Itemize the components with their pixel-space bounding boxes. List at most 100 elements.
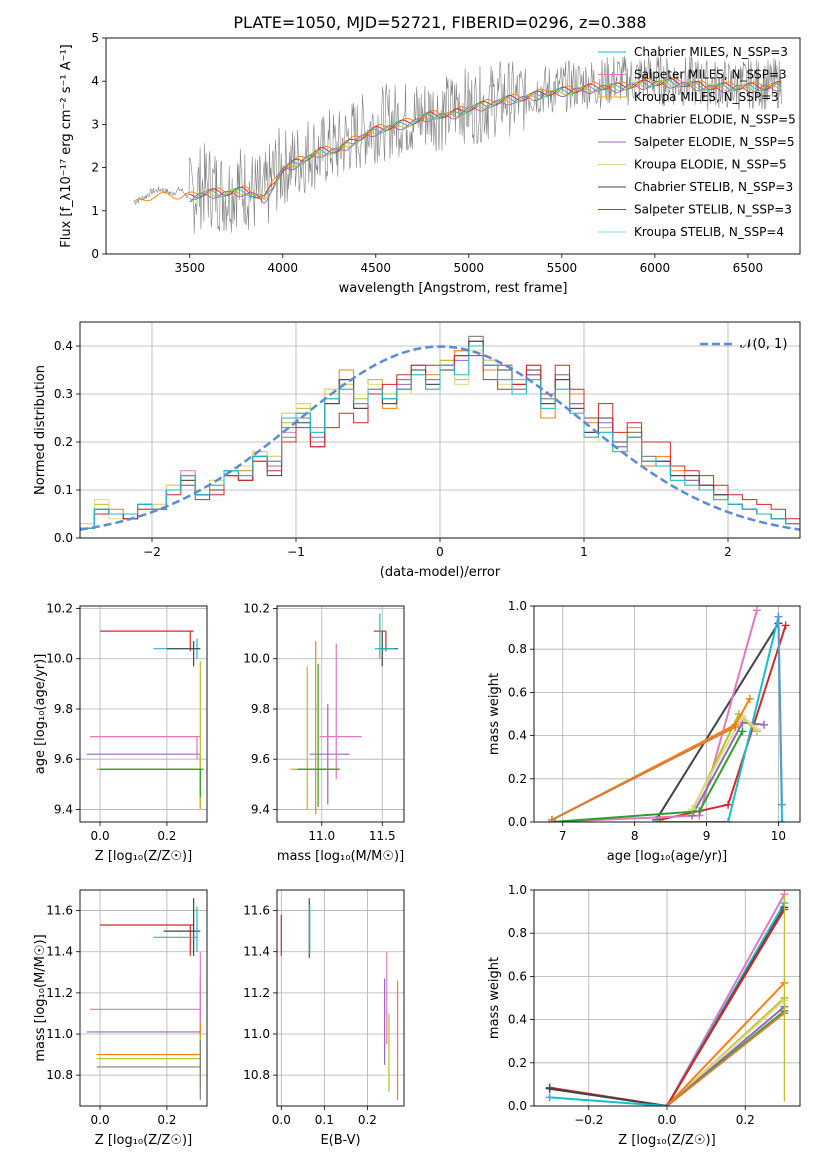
- weight-marker: [745, 694, 754, 703]
- model-series-line: [189, 79, 782, 201]
- axes-frame-7: [276, 889, 405, 1107]
- weight-line: [666, 1012, 785, 1106]
- x-tick-label: −1: [287, 545, 305, 559]
- y-tick-label: 0.2: [54, 435, 73, 449]
- y-tick-label: 0: [91, 247, 99, 261]
- y-tick-label: 11.6: [243, 904, 270, 918]
- y-tick-label: 9.6: [54, 752, 73, 766]
- x-tick-label: 0.2: [157, 1113, 176, 1127]
- plot-area-7: [280, 898, 399, 1100]
- y-tick-label: 1.0: [508, 599, 527, 613]
- model-series-line: [133, 77, 782, 202]
- weight-line: [655, 622, 780, 821]
- y-tick-label: 10.2: [243, 602, 270, 616]
- x-tick-label: 11.0: [308, 829, 335, 843]
- plot-area-2: [80, 335, 800, 538]
- x-tick-label: 5500: [547, 261, 578, 275]
- y-tick-label: 0.1: [54, 483, 73, 497]
- y-tick-label: 11.2: [46, 986, 73, 1000]
- legend-entry: Salpeter STELIB, N_SSP=3: [634, 203, 792, 217]
- x-tick-label: 6000: [640, 261, 671, 275]
- x-axis-label: wavelength [Angstrom, rest frame]: [339, 281, 568, 296]
- weight-line: [777, 616, 783, 805]
- x-tick-label: 0.0: [91, 829, 110, 843]
- legend-entry: Chabrier MILES, N_SSP=3: [634, 45, 788, 59]
- y-tick-label: 0.8: [508, 642, 527, 656]
- weight-marker: [781, 621, 790, 630]
- y-tick-label: 1.0: [508, 883, 527, 897]
- axes-frame-2: [79, 321, 801, 539]
- x-axis-label: Z [log₁₀(Z/Z☉)]: [95, 1133, 192, 1148]
- x-axis-label: E(B-V): [320, 1133, 360, 1148]
- y-tick-label: 11.4: [46, 945, 73, 959]
- x-tick-label: 11.5: [369, 829, 396, 843]
- data-series-line: [133, 55, 782, 234]
- weight-line: [666, 908, 786, 1106]
- weight-marker: [731, 722, 740, 731]
- axes-frame-3: [79, 605, 208, 823]
- weight-marker: [778, 800, 787, 809]
- y-tick-label: 10.0: [46, 652, 73, 666]
- weight-line: [549, 1087, 668, 1106]
- y-tick-label: 10.0: [243, 652, 270, 666]
- axes-frame-1: [105, 37, 801, 255]
- x-axis-label: (data-model)/error: [380, 565, 501, 580]
- axes-frame-6: [79, 889, 208, 1107]
- x-tick-label: 4000: [267, 261, 298, 275]
- y-tick-label: 0.3: [54, 387, 73, 401]
- y-axis-label: mass weight: [487, 673, 502, 755]
- y-tick-label: 0.4: [508, 729, 527, 743]
- y-tick-label: 0.6: [508, 969, 527, 983]
- weight-marker: [778, 818, 787, 822]
- plot-area-8: [545, 890, 789, 1106]
- y-tick-label: 11.6: [46, 904, 73, 918]
- legend-entry: Kroupa MILES, N_SSP=3: [634, 90, 779, 104]
- y-tick-label: 1: [91, 204, 99, 218]
- x-tick-label: 9: [703, 829, 711, 843]
- x-tick-label: 5000: [454, 261, 485, 275]
- x-tick-label: −2: [143, 545, 161, 559]
- y-tick-label: 10.2: [46, 602, 73, 616]
- legend-entry: Salpeter ELODIE, N_SSP=5: [634, 135, 795, 149]
- histogram-series: [80, 345, 800, 538]
- y-tick-label: 0.0: [508, 1099, 527, 1113]
- y-tick-label: 10.8: [243, 1068, 270, 1082]
- x-tick-label: 4500: [361, 261, 392, 275]
- x-axis-label: age [log₁₀(age/yr)]: [607, 849, 728, 864]
- x-tick-label: 0.0: [91, 1113, 110, 1127]
- x-tick-label: 6500: [733, 261, 764, 275]
- weight-line: [666, 982, 786, 1106]
- weight-marker: [760, 720, 769, 729]
- y-axis-label: age [log₁₀(age/yr)]: [33, 654, 48, 775]
- y-tick-label: 0.4: [508, 1013, 527, 1027]
- y-tick-label: 0.2: [508, 1056, 527, 1070]
- weight-line: [551, 726, 736, 821]
- y-tick-label: 0.2: [508, 772, 527, 786]
- y-axis-label: mass [log₁₀(M/M☉)]: [33, 934, 48, 1061]
- weight-marker: [738, 727, 747, 736]
- x-tick-label: 8: [631, 829, 639, 843]
- x-axis-label: Z [log₁₀(Z/Z☉)]: [618, 1133, 715, 1148]
- plot-area-5: [547, 606, 790, 822]
- y-tick-label: 11.4: [243, 945, 270, 959]
- x-axis-label: Z [log₁₀(Z/Z☉)]: [95, 849, 192, 864]
- x-tick-label: 3500: [174, 261, 205, 275]
- y-tick-label: 5: [91, 31, 99, 45]
- y-tick-label: 9.8: [54, 702, 73, 716]
- weight-marker: [724, 800, 733, 809]
- y-tick-label: 10.8: [46, 1068, 73, 1082]
- y-tick-label: 0.8: [508, 926, 527, 940]
- weight-marker: [752, 725, 761, 734]
- y-tick-label: 9.8: [251, 702, 270, 716]
- weight-line: [551, 610, 758, 822]
- x-tick-label: 0: [436, 545, 444, 559]
- legend-entry: Kroupa ELODIE, N_SSP=5: [634, 158, 787, 172]
- plot-area-4: [290, 613, 398, 815]
- plot-area-3: [86, 630, 204, 810]
- model-series-line: [189, 80, 782, 204]
- weight-marker: [664, 1103, 670, 1106]
- legend-entry: Chabrier STELIB, N_SSP=3: [634, 180, 793, 194]
- legend-entry: Chabrier ELODIE, N_SSP=5: [634, 113, 796, 127]
- y-tick-label: 3: [91, 117, 99, 131]
- y-tick-label: 0.6: [508, 685, 527, 699]
